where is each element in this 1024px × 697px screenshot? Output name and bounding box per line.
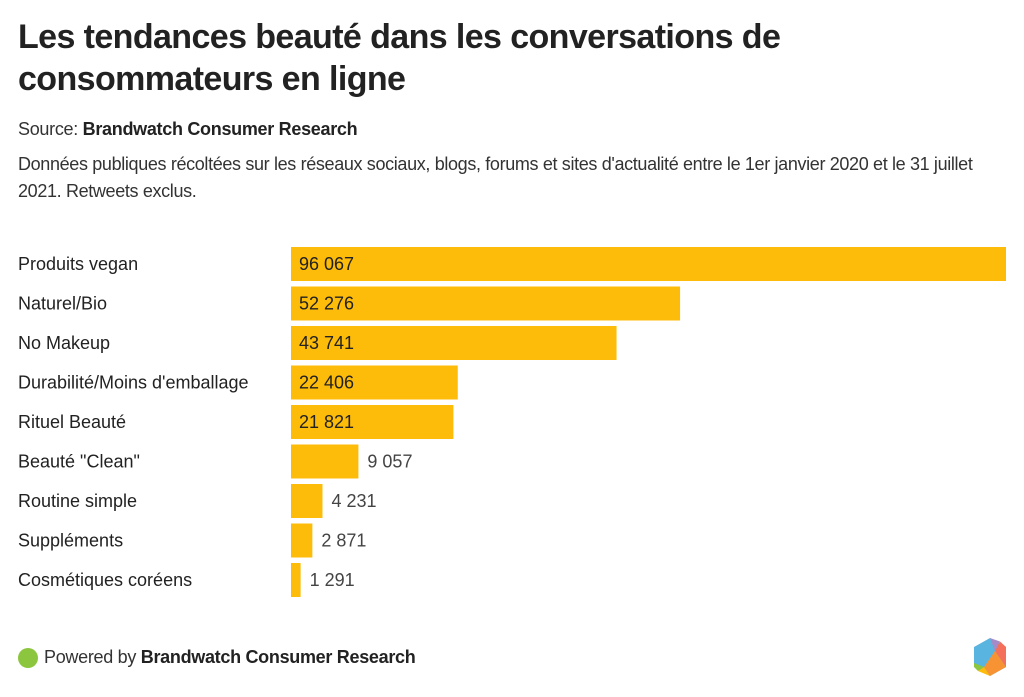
category-label: Suppléments (18, 531, 123, 551)
value-label: 22 406 (299, 373, 354, 393)
bar (291, 286, 681, 321)
value-label: 52 276 (299, 294, 354, 314)
chart-description: Données publiques récoltées sur les rése… (18, 154, 973, 201)
value-label: 2 871 (321, 531, 366, 551)
category-label: No Makeup (18, 333, 110, 353)
value-label: 1 291 (310, 570, 355, 590)
footer: Powered by Brandwatch Consumer Research (18, 647, 416, 668)
source-line: Source: Brandwatch Consumer Research (18, 119, 358, 140)
bar (291, 444, 359, 479)
category-label: Naturel/Bio (18, 294, 107, 314)
category-label: Cosmétiques coréens (18, 570, 192, 590)
brandwatch-hexagon-logo-icon (974, 638, 1006, 676)
source-name: Brandwatch Consumer Research (82, 119, 358, 139)
category-label: Routine simple (18, 491, 137, 511)
bar-chart: Produits vegan 96 067 Naturel/Bio 52 276 No … (18, 247, 1006, 597)
category-label: Rituel Beauté (18, 412, 126, 432)
bar (291, 405, 454, 439)
value-label: 21 821 (299, 412, 354, 432)
source-prefix: Source: (18, 119, 83, 139)
bar (291, 484, 323, 518)
green-circle-icon (18, 647, 38, 668)
chart-title: Les tendances beauté dans les conversati… (18, 18, 781, 98)
bar (291, 563, 301, 597)
value-label: 4 231 (331, 491, 376, 511)
bar (291, 365, 458, 400)
bar (291, 326, 617, 360)
powered-name: Brandwatch Consumer Research (140, 647, 416, 667)
bar (291, 247, 1006, 281)
bar (291, 523, 313, 558)
category-label: Beauté "Clean" (18, 452, 140, 472)
powered-prefix: Powered by (44, 647, 137, 667)
category-label: Durabilité/Moins d'emballage (18, 373, 249, 393)
value-label: 43 741 (299, 333, 354, 353)
category-label: Produits vegan (18, 254, 138, 274)
value-label: 96 067 (299, 254, 354, 274)
value-label: 9 057 (367, 452, 412, 472)
